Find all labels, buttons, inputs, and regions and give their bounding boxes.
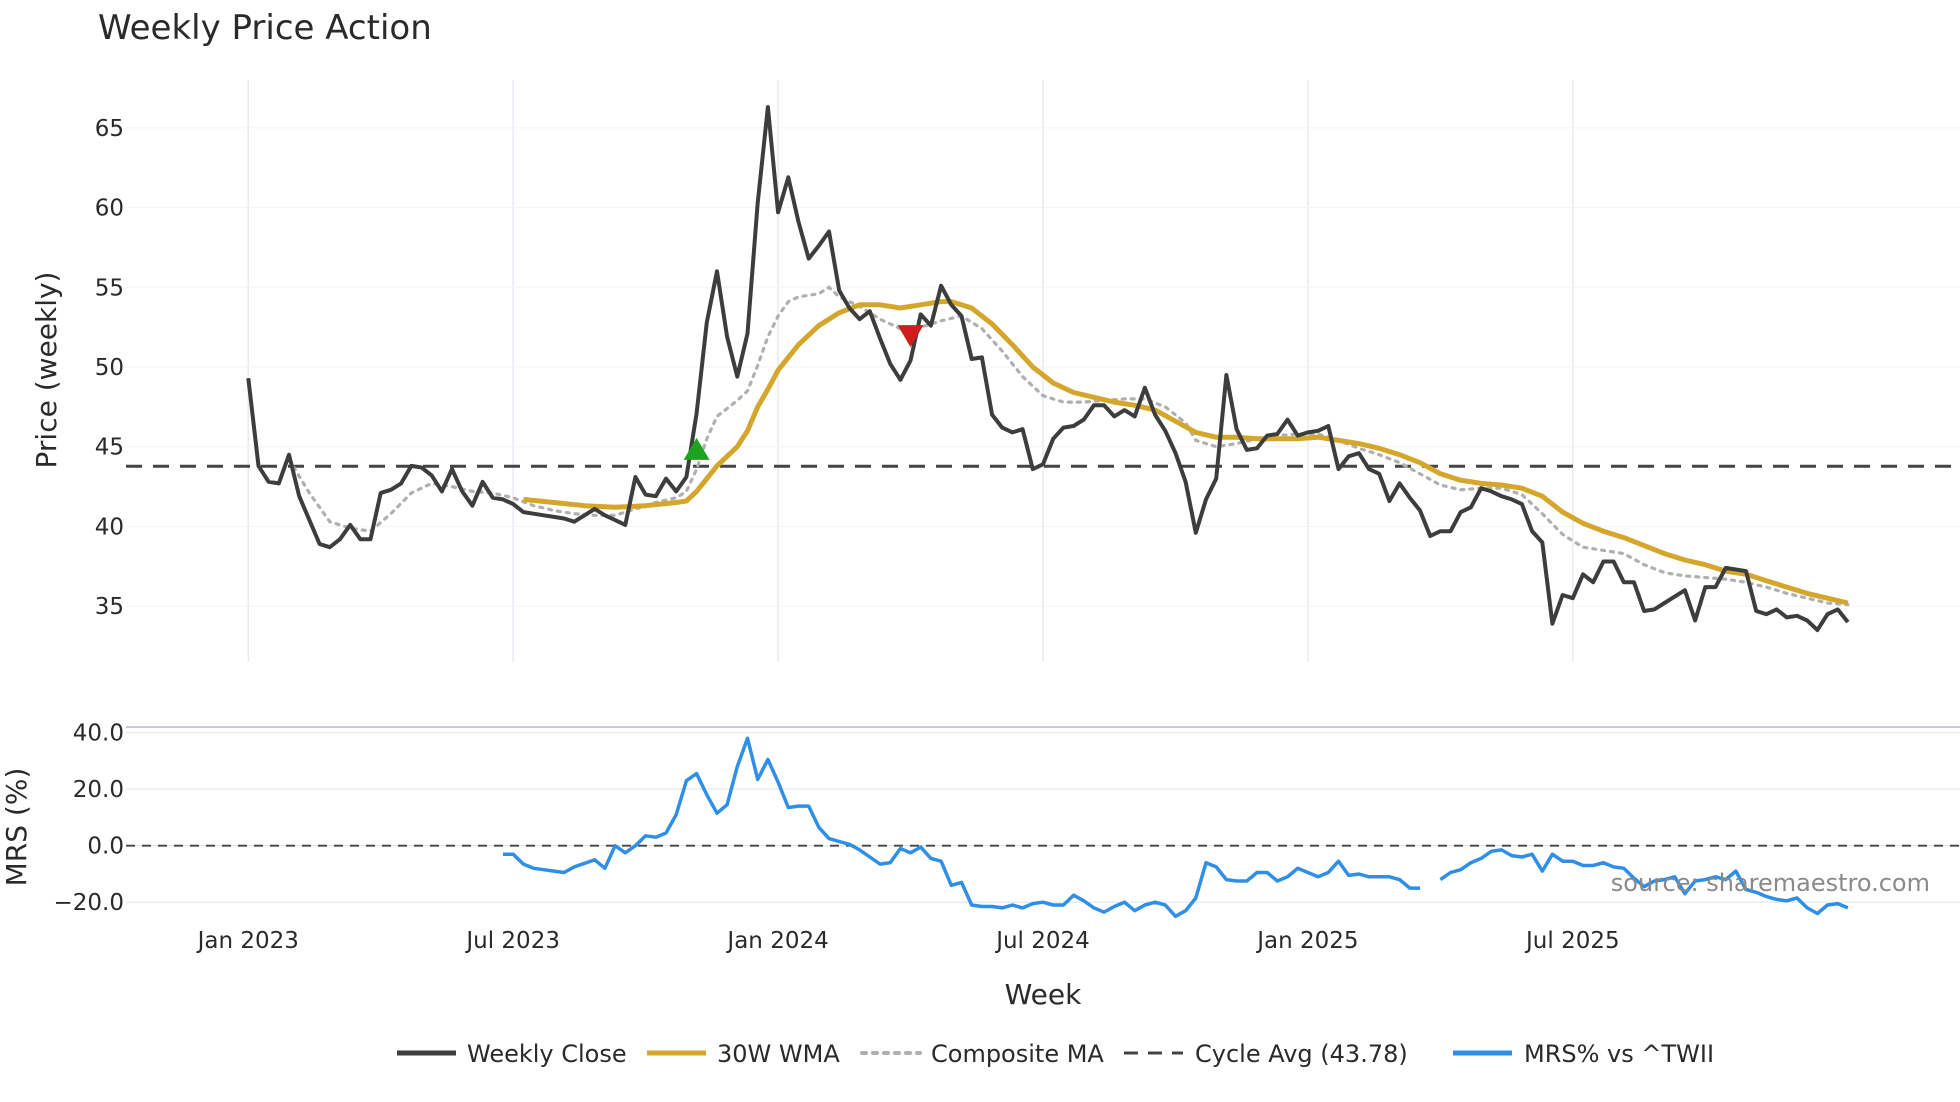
x-tick-label: Jul 2024 <box>994 928 1090 954</box>
legend-item-cycle-avg[interactable]: Cycle Avg (43.78) <box>1124 1040 1408 1068</box>
legend-label-weekly-close: Weekly Close <box>467 1040 627 1068</box>
x-tick-label: Jul 2025 <box>1524 928 1620 954</box>
price-y-axis-label: Price (weekly) <box>30 272 63 469</box>
mrs-line <box>503 736 1849 919</box>
x-tick-label: Jul 2023 <box>464 928 560 954</box>
legend-label-composite-ma: Composite MA <box>931 1040 1104 1068</box>
price-y-tick-label: 60 <box>95 196 124 222</box>
x-axis-label: Week <box>1005 978 1082 1011</box>
chart-title: Weekly Price Action <box>98 8 432 48</box>
legend-item-wma30[interactable]: 30W WMA <box>647 1040 840 1068</box>
source-annotation: source: sharemaestro.com <box>1611 869 1930 897</box>
gridlines <box>126 80 1960 903</box>
legend-label-mrs: MRS% vs ^TWII <box>1524 1040 1714 1068</box>
wma30-line <box>523 299 1849 606</box>
mrs-y-axis-label: MRS (%) <box>0 768 33 887</box>
legend-label-wma30: 30W WMA <box>717 1040 840 1068</box>
legend-item-weekly-close[interactable]: Weekly Close <box>397 1040 627 1068</box>
x-tick-label: Jan 2025 <box>1255 928 1358 954</box>
mrs-y-tick-label: 0.0 <box>87 834 124 860</box>
price-y-tick-label: 45 <box>95 435 124 461</box>
legend-label-cycle-avg: Cycle Avg (43.78) <box>1195 1040 1408 1068</box>
legend: Weekly Close 30W WMA Composite MA Cycle … <box>397 1040 1714 1068</box>
price-y-tick-label: 65 <box>95 116 124 142</box>
mrs-y-tick-label: 20.0 <box>73 777 124 803</box>
price-y-tick-label: 50 <box>95 355 124 381</box>
legend-item-composite-ma[interactable]: Composite MA <box>860 1040 1104 1068</box>
tick-labels: Jan 2023 Jul 2023 Jan 2024 Jul 2024 Jan 2025… <box>54 116 1620 954</box>
legend-item-mrs[interactable]: MRS% vs ^TWII <box>1453 1040 1714 1068</box>
series-layer <box>126 105 1960 919</box>
price-y-tick-label: 35 <box>95 594 124 620</box>
weekly-close-line <box>246 105 1850 633</box>
mrs-y-tick-label: −20.0 <box>54 890 124 916</box>
composite-ma-line <box>287 285 1850 607</box>
price-y-tick-label: 55 <box>95 275 124 301</box>
buy-signal-marker <box>683 437 710 460</box>
sell-signal-marker <box>897 325 924 348</box>
x-tick-label: Jan 2024 <box>725 928 828 954</box>
mrs-y-tick-label: 40.0 <box>73 721 124 747</box>
x-tick-label: Jan 2023 <box>196 928 299 954</box>
price-y-tick-label: 40 <box>95 514 124 540</box>
